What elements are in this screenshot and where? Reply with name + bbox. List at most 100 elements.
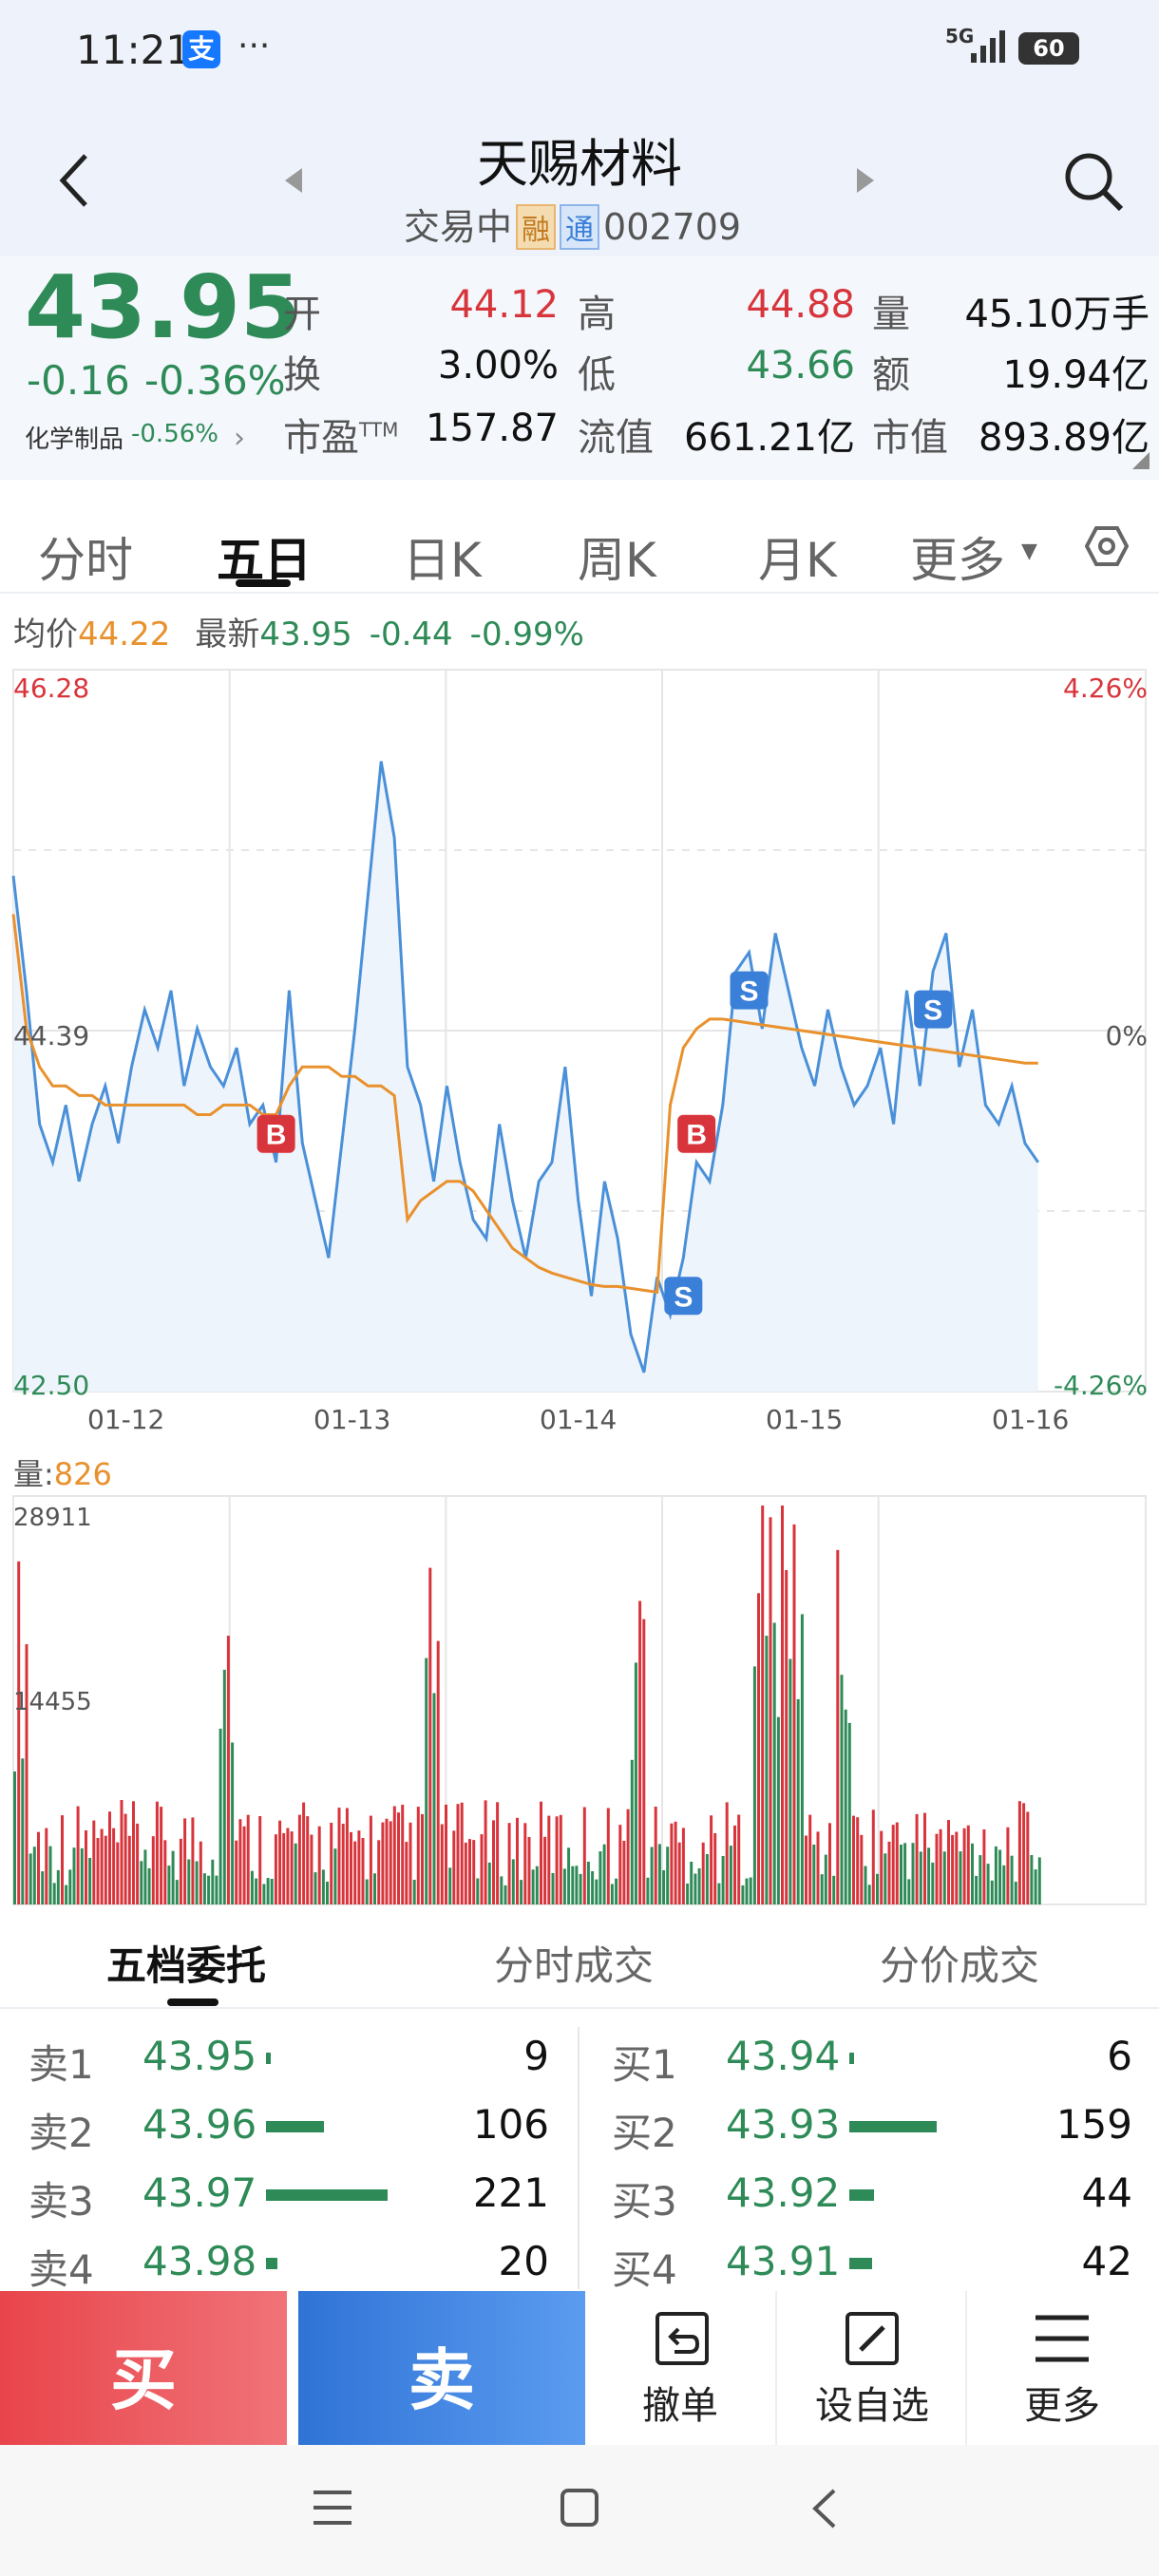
cancel-order-label: 撤单 [642,2384,718,2428]
volume-bar [511,1859,515,1904]
orderbook-depth-bar [266,2121,325,2132]
sector-name[interactable]: 化学制品 [25,426,124,454]
volume-bar [935,1833,939,1904]
orderbook-row[interactable]: 买4 43.91 42 [595,2232,1146,2301]
volume-bar [160,1807,163,1904]
cancel-order-button[interactable]: 撤单 [585,2291,775,2445]
volume-bar [1002,1865,1006,1904]
volume-bar [900,1845,902,1904]
search-icon[interactable] [1062,150,1125,213]
orderbook-qty: 20 [498,2238,549,2284]
tab-price-trades[interactable]: 分价成交 [880,1942,1040,1989]
volume-bar [171,1850,175,1904]
chart-settings-icon[interactable] [1084,524,1130,568]
prev-stock-icon[interactable] [283,166,304,195]
orderbook-depth-bar [849,2258,873,2269]
tab-tick-trades[interactable]: 分时成交 [494,1942,655,1989]
volume-bar [147,1867,151,1904]
volume-bar [112,1828,116,1904]
volume-bar [37,1831,40,1904]
orderbook-row[interactable]: 买2 43.93 159 [595,2095,1146,2164]
orderbook-price: 43.93 [726,2101,841,2148]
volume-bar [52,1883,56,1904]
sector-change[interactable]: -0.56% [131,420,218,448]
volume-bar [215,1875,218,1904]
volume-bar [100,1828,104,1904]
next-stock-icon[interactable] [855,166,876,195]
tab-five-level[interactable]: 五档委托 [106,1942,267,1989]
volume-bar [931,1862,935,1904]
volume-bar [626,1809,630,1904]
volume-bar [1037,1857,1041,1904]
y-left-bottom: 42.50 [13,1370,90,1401]
turnover-value: 3.00% [437,344,559,388]
volume-bar [729,1846,732,1904]
volume-bar [990,1880,994,1904]
orderbook-level-label: 买2 [612,2110,677,2156]
volume-bar [575,1866,579,1904]
latest-label: 最新 [195,616,260,653]
connect-badge: 通 [560,204,600,250]
amount-value: 19.94亿 [1002,353,1150,397]
volume-bar [856,1817,860,1904]
tab-daily-k[interactable]: 日K [403,533,482,588]
volume-bar [745,1878,749,1904]
x-tick: 01-15 [766,1404,844,1435]
volume-bar [476,1878,480,1904]
volume-bar [202,1873,206,1904]
volume-bar [353,1841,357,1904]
nav-menu-icon[interactable] [312,2489,353,2527]
add-watchlist-button[interactable]: 设自选 [775,2291,965,2445]
tab-more-caret-icon[interactable]: ▼ [1021,540,1037,563]
volume-bar [13,1771,16,1904]
svg-text:B: B [266,1120,287,1151]
volume-bar [357,1830,361,1904]
volume-bar [421,1813,424,1904]
volume-bar [761,1506,765,1904]
volume-chart[interactable]: 量:826 28911 14455 [0,1439,1159,1909]
mcap-label: 市值 [872,416,948,460]
volume-bar [975,1875,978,1904]
orderbook-row[interactable]: 买1 43.94 6 [595,2027,1146,2095]
volume-bar [535,1866,539,1904]
volume-bar [314,1872,317,1904]
volume-bar [523,1823,527,1904]
volume-bar [468,1839,471,1904]
open-label: 开 [283,293,321,336]
volume-bar [85,1830,87,1904]
orderbook-row[interactable]: 卖2 43.96 106 [11,2095,562,2164]
volume-bar [377,1840,381,1904]
volume-bar [432,1693,436,1904]
sector-chevron-icon[interactable]: › [234,422,245,455]
tab-more[interactable]: 更多 [910,533,1005,588]
sell-button[interactable]: 卖 [298,2291,585,2445]
tab-monthly-k[interactable]: 月K [758,533,837,588]
tab-intraday[interactable]: 分时 [38,533,133,588]
orderbook-row[interactable]: 卖4 43.98 20 [11,2232,562,2301]
volume-bar [278,1820,282,1904]
orderbook-row[interactable]: 买3 43.92 44 [595,2164,1146,2232]
volume-bar [96,1838,100,1904]
more-actions-button[interactable]: 更多 [965,2291,1155,2445]
orderbook-row[interactable]: 卖1 43.95 9 [11,2027,562,2095]
tab-weekly-k[interactable]: 周K [578,533,656,588]
orderbook-level-label: 卖3 [28,2178,94,2225]
volume-bar [294,1843,297,1904]
volume-bar [582,1807,586,1904]
volume-bar [496,1802,500,1904]
last-price: 43.95 [25,256,302,358]
volume-bar [686,1884,690,1904]
nav-back-icon[interactable] [809,2487,838,2530]
menu-icon [1034,2312,1091,2365]
back-icon[interactable] [55,152,93,209]
volume-bar [876,1873,879,1904]
orderbook-depth-bar [849,2053,854,2064]
sell-button-label: 卖 [408,2341,475,2419]
volume-bar [317,1826,321,1904]
buy-button[interactable]: 买 [0,2291,287,2445]
orderbook-row[interactable]: 卖3 43.97 221 [11,2164,562,2232]
nav-home-icon[interactable] [559,2487,600,2529]
tab-five-day[interactable]: 五日 [217,533,312,588]
volume-bar [504,1885,507,1904]
